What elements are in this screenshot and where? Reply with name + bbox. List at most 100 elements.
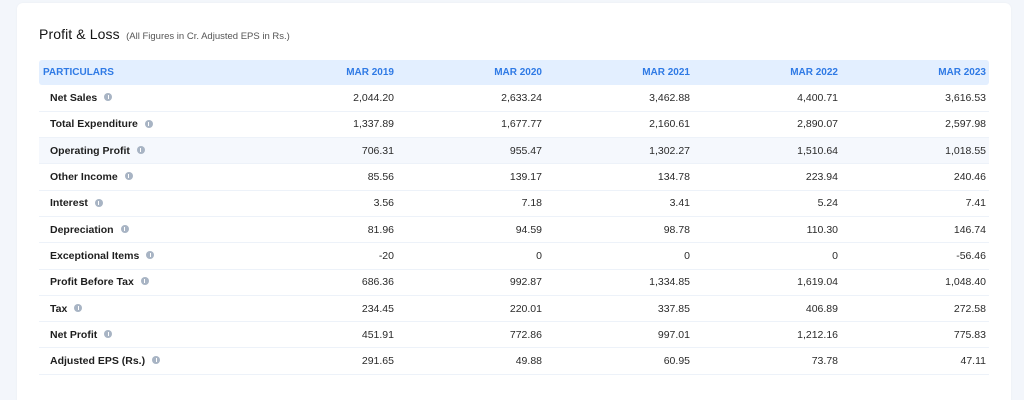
cell: 1,212.16	[693, 321, 841, 349]
cell: 3.56	[249, 190, 397, 217]
cell: 3,462.88	[545, 85, 693, 112]
info-icon[interactable]	[104, 93, 113, 102]
section-title: Profit & Loss	[39, 26, 120, 42]
row-label: Depreciation	[50, 223, 114, 236]
cell: 337.85	[545, 295, 693, 323]
cell: 4,400.71	[693, 85, 841, 112]
header-mar-2022: MAR 2022	[790, 67, 838, 78]
table-row-total-expenditure: Total Expenditure 1,337.89 1,677.77 2,16…	[39, 111, 989, 139]
cell: 1,337.89	[249, 111, 397, 139]
cell: 7.18	[397, 190, 545, 217]
cell: 2,044.20	[249, 85, 397, 112]
cell: 234.45	[249, 295, 397, 323]
cell: 291.65	[249, 347, 397, 375]
cell: 3,616.53	[841, 85, 989, 112]
info-icon[interactable]	[152, 356, 161, 365]
header-particulars: PARTICULARS	[43, 67, 114, 78]
cell: 2,890.07	[693, 111, 841, 139]
row-label: Other Income	[50, 171, 118, 184]
table-row-operating-profit: Operating Profit 706.31 955.47 1,302.27 …	[39, 137, 989, 165]
cell: 3.41	[545, 190, 693, 217]
cell: 955.47	[397, 137, 545, 165]
cell: 98.78	[545, 216, 693, 244]
row-label: Adjusted EPS (Rs.)	[50, 355, 146, 368]
cell: 1,018.55	[841, 137, 989, 165]
header-mar-2021: MAR 2021	[642, 67, 690, 78]
info-icon[interactable]	[94, 198, 103, 207]
section-header: Profit & Loss (All Figures in Cr. Adjust…	[39, 26, 290, 44]
cell: 1,510.64	[693, 137, 841, 165]
header-mar-2019: MAR 2019	[346, 67, 394, 78]
cell: -20	[249, 242, 397, 270]
cell: 60.95	[545, 347, 693, 375]
cell: 992.87	[397, 269, 545, 296]
table-row-net-sales: Net Sales 2,044.20 2,633.24 3,462.88 4,4…	[39, 85, 989, 112]
table-row-profit-before-tax: Profit Before Tax 686.36 992.87 1,334.85…	[39, 269, 989, 296]
info-icon[interactable]	[74, 303, 83, 312]
table-row-tax: Tax 234.45 220.01 337.85 406.89 272.58	[39, 295, 989, 323]
row-label: Tax	[50, 302, 68, 315]
cell: 94.59	[397, 216, 545, 244]
cell: 1,334.85	[545, 269, 693, 296]
row-label: Interest	[50, 197, 88, 210]
row-label: Operating Profit	[50, 144, 130, 157]
cell: 1,619.04	[693, 269, 841, 296]
cell: 110.30	[693, 216, 841, 244]
cell: 997.01	[545, 321, 693, 349]
cell: 706.31	[249, 137, 397, 165]
cell: 7.41	[841, 190, 989, 217]
cell: 0	[693, 242, 841, 270]
row-label: Net Profit	[50, 328, 98, 341]
cell: 0	[545, 242, 693, 270]
info-icon[interactable]	[120, 224, 129, 233]
cell: 272.58	[841, 295, 989, 323]
table-row-net-profit: Net Profit 451.91 772.86 997.01 1,212.16…	[39, 321, 989, 349]
cell: 146.74	[841, 216, 989, 244]
cell: 772.86	[397, 321, 545, 349]
cell: 1,048.40	[841, 269, 989, 296]
cell: -56.46	[841, 242, 989, 270]
cell: 240.46	[841, 163, 989, 191]
table-row-exceptional-items: Exceptional Items -20 0 0 0 -56.46	[39, 242, 989, 270]
info-icon[interactable]	[104, 330, 113, 339]
cell: 223.94	[693, 163, 841, 191]
info-icon[interactable]	[144, 119, 153, 128]
table-row-depreciation: Depreciation 81.96 94.59 98.78 110.30 14…	[39, 216, 989, 244]
cell: 134.78	[545, 163, 693, 191]
cell: 73.78	[693, 347, 841, 375]
cell: 451.91	[249, 321, 397, 349]
cell: 2,633.24	[397, 85, 545, 112]
row-label: Profit Before Tax	[50, 276, 134, 289]
cell: 85.56	[249, 163, 397, 191]
header-mar-2020: MAR 2020	[494, 67, 542, 78]
row-label: Total Expenditure	[50, 118, 138, 131]
cell: 139.17	[397, 163, 545, 191]
profit-loss-table: PARTICULARS MAR 2019 MAR 2020 MAR 2021 M…	[39, 60, 989, 375]
info-icon[interactable]	[140, 277, 149, 286]
cell: 47.11	[841, 347, 989, 375]
cell: 406.89	[693, 295, 841, 323]
cell: 0	[397, 242, 545, 270]
cell: 1,302.27	[545, 137, 693, 165]
cell: 220.01	[397, 295, 545, 323]
cell: 49.88	[397, 347, 545, 375]
profit-loss-card: Profit & Loss (All Figures in Cr. Adjust…	[17, 3, 1011, 400]
cell: 2,160.61	[545, 111, 693, 139]
table-row-other-income: Other Income 85.56 139.17 134.78 223.94 …	[39, 163, 989, 191]
cell: 1,677.77	[397, 111, 545, 139]
table-header-row: PARTICULARS MAR 2019 MAR 2020 MAR 2021 M…	[39, 60, 989, 85]
cell: 81.96	[249, 216, 397, 244]
row-label: Net Sales	[50, 91, 98, 104]
cell: 5.24	[693, 190, 841, 217]
cell: 686.36	[249, 269, 397, 296]
header-mar-2023: MAR 2023	[938, 67, 986, 78]
info-icon[interactable]	[136, 145, 145, 154]
cell: 2,597.98	[841, 111, 989, 139]
info-icon[interactable]	[146, 251, 155, 260]
table-row-adjusted-eps: Adjusted EPS (Rs.) 291.65 49.88 60.95 73…	[39, 347, 989, 375]
section-subtitle: (All Figures in Cr. Adjusted EPS in Rs.)	[126, 31, 290, 42]
info-icon[interactable]	[124, 172, 133, 181]
row-label: Exceptional Items	[50, 249, 140, 262]
cell: 775.83	[841, 321, 989, 349]
table-row-interest: Interest 3.56 7.18 3.41 5.24 7.41	[39, 190, 989, 217]
